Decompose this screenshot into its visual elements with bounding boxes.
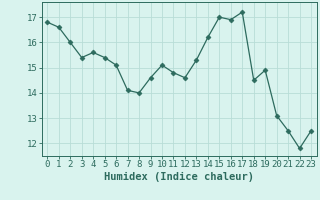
X-axis label: Humidex (Indice chaleur): Humidex (Indice chaleur) bbox=[104, 172, 254, 182]
